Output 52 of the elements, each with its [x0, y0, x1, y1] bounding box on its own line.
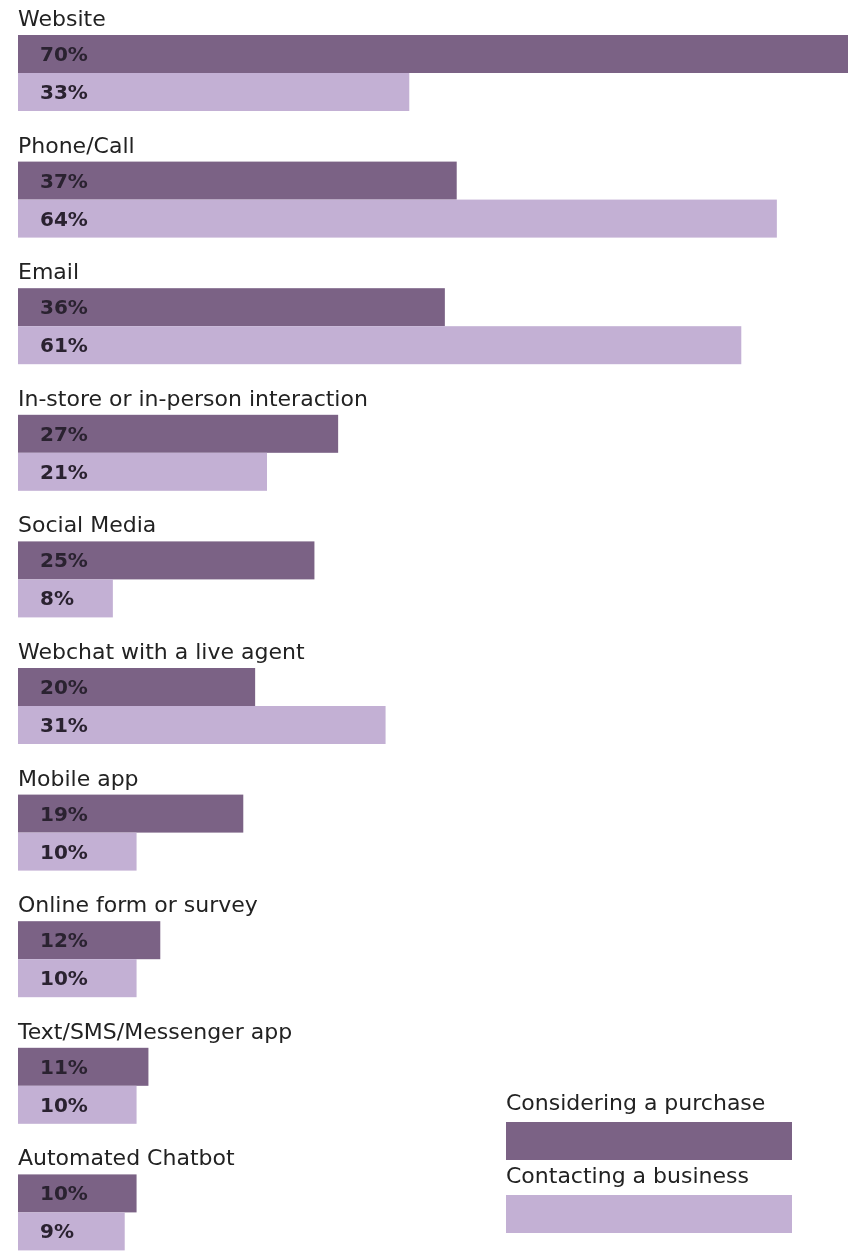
y-tick-label: Website: [18, 6, 106, 31]
data-label: 64%: [40, 206, 88, 231]
bar: [18, 1047, 149, 1086]
bar: [18, 452, 267, 491]
bar: [18, 541, 315, 580]
data-label: 70%: [40, 42, 88, 66]
data-label: 20%: [40, 675, 88, 699]
bar: [18, 326, 742, 365]
text: Considering a purchase: [506, 1090, 766, 1115]
y-tick-label: Online form or survey: [18, 892, 258, 918]
bar: [18, 199, 777, 238]
y-tick-label: Automated Chatbot: [18, 1145, 235, 1171]
data-label: 10%: [40, 1181, 88, 1206]
y-tick-label: Mobile app: [18, 765, 139, 791]
y-tick-label: Webchat with a live agent: [18, 639, 305, 664]
data-label: 11%: [40, 1054, 88, 1079]
text: Contacting a business: [506, 1163, 749, 1188]
data-label: 33%: [40, 80, 88, 104]
bar: [18, 35, 848, 73]
data-label: 19%: [40, 801, 88, 826]
data-label: 36%: [40, 295, 88, 320]
y-tick-label: Social Media: [18, 512, 157, 538]
bar: [18, 832, 137, 871]
data-label: 21%: [40, 459, 88, 484]
data-label: 37%: [40, 168, 88, 193]
data-label: 27%: [40, 421, 88, 446]
bar: [18, 414, 339, 453]
y-tick-label: Text/SMS/Messenger app: [17, 1018, 293, 1044]
bar: [18, 1174, 137, 1213]
bar: [18, 959, 137, 998]
y-tick-label: In-store or in-person interaction: [18, 385, 368, 411]
bar: [18, 794, 244, 833]
y-tick-label: Email: [18, 259, 80, 285]
bar: [18, 288, 445, 327]
bar: [18, 73, 410, 111]
data-label: 12%: [40, 928, 88, 953]
data-label: 10%: [40, 966, 88, 991]
data-label: 8%: [40, 586, 74, 611]
bar: [18, 921, 161, 960]
data-label: 10%: [40, 839, 88, 864]
bar: [18, 579, 113, 618]
bar: [18, 706, 386, 744]
data-label: 9%: [40, 1219, 74, 1244]
data-label: 25%: [40, 548, 88, 573]
bar: [18, 1212, 125, 1251]
y-tick-label: Phone/Call: [18, 132, 135, 158]
data-label: 61%: [40, 333, 88, 358]
data-label: 31%: [40, 713, 88, 737]
bar: [18, 161, 457, 200]
bar: [18, 668, 256, 706]
data-label: 10%: [40, 1092, 88, 1117]
bar: [18, 1085, 137, 1124]
